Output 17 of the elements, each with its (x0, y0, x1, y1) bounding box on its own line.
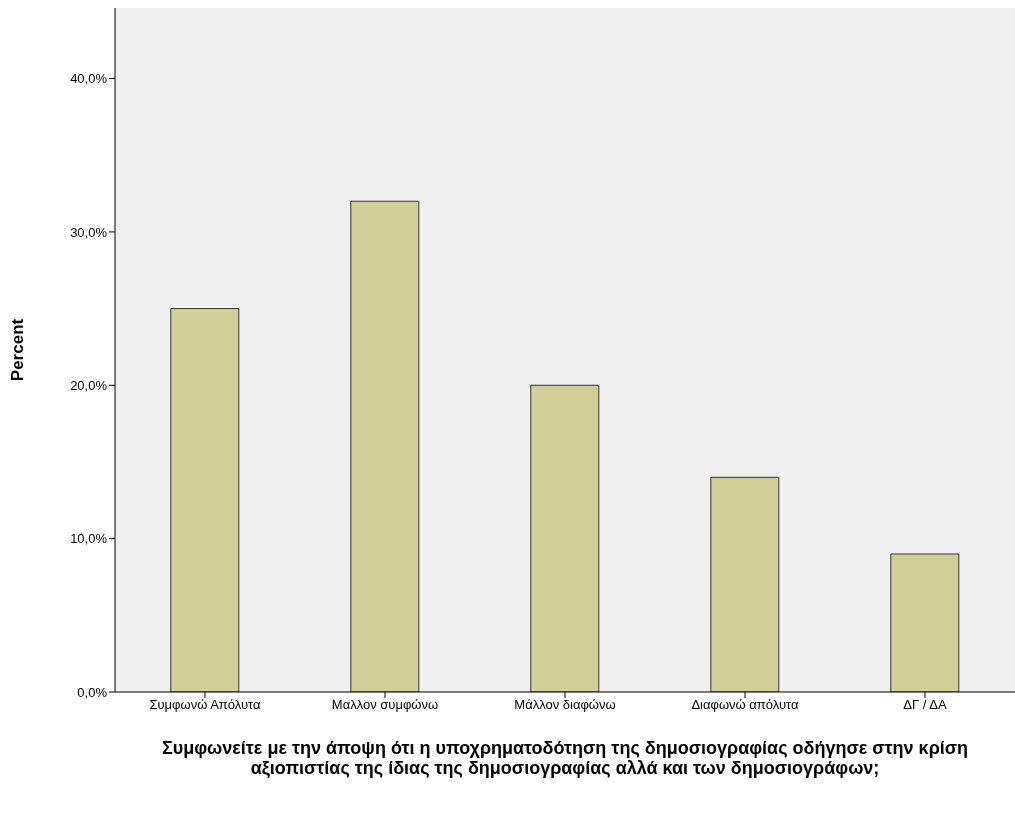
y-tick-label: 10,0% (70, 531, 108, 547)
x-tick-label: ΔΓ / ΔΑ (903, 697, 947, 713)
x-axis-title: Συμφωνείτε με την άποψη ότι η υποχρηματοδότηση της δημοσιογραφίας οδήγησε στην κρίση αξιοπιστίας της ίδιας της δημοσιογραφίας αλλά και των δημοσιογράφων; (160, 738, 970, 778)
x-tick-label: Διαφωνώ απόλυτα (691, 697, 800, 713)
x-tick-label: Συμφωνώ Απόλυτα (149, 697, 262, 713)
y-axis-title: Percent (8, 318, 28, 382)
y-tick-label: 30,0% (70, 224, 108, 240)
y-tick-label: 0,0% (77, 684, 108, 700)
x-tick-label: Μαλλον συμφώνω (331, 697, 439, 713)
bar (350, 200, 420, 692)
y-tick-label: 20,0% (70, 377, 108, 393)
bar (710, 476, 780, 692)
bar (170, 308, 240, 692)
y-tick-label: 40,0% (70, 71, 108, 87)
x-tick-label: Μάλλον διαφώνω (514, 697, 616, 713)
bar (890, 553, 960, 692)
bar (530, 384, 600, 692)
